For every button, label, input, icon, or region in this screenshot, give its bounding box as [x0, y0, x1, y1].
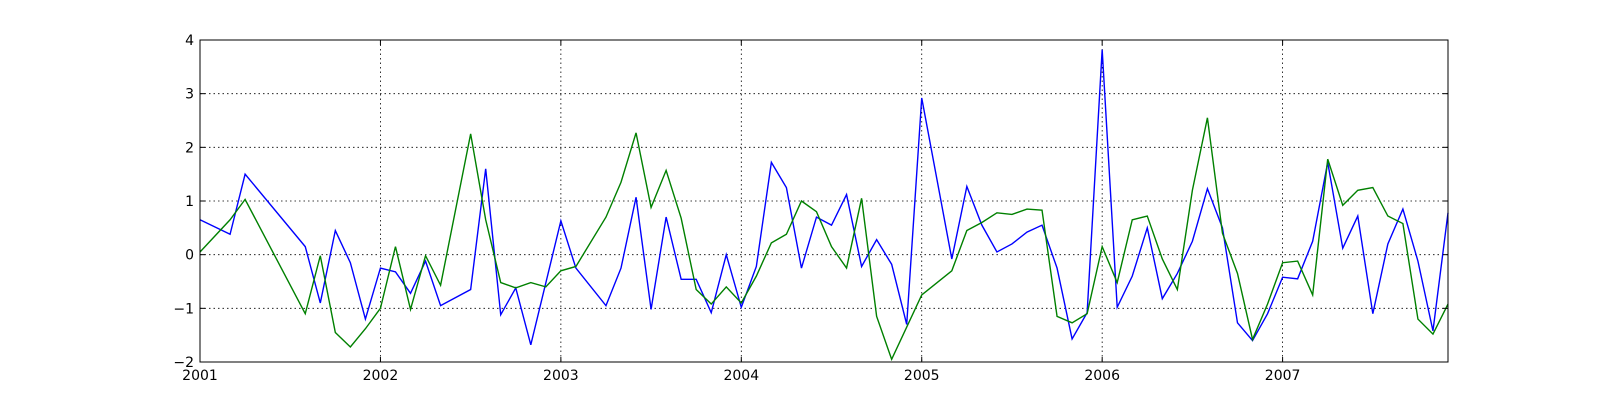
y-tick-label: 0: [185, 248, 194, 264]
y-tick-label: 1: [185, 194, 194, 210]
series-line-2: [199, 117, 1449, 362]
y-tick-label: 4: [185, 33, 194, 49]
x-tick-label: 2006: [1084, 368, 1120, 384]
series-lines: [199, 49, 1449, 362]
x-tick-label: 2003: [543, 368, 579, 384]
y-tick-label: −2: [173, 355, 194, 371]
y-tick-label: 3: [185, 87, 194, 103]
axis-ticks: [199, 39, 1448, 363]
plot-background: [200, 40, 1448, 362]
y-tick-label: −1: [173, 301, 194, 317]
x-tick-label: 2001: [182, 368, 218, 384]
y-tick-label: 2: [185, 140, 194, 156]
x-tick-label: 2002: [363, 368, 399, 384]
x-tick-label: 2007: [1265, 368, 1301, 384]
x-tick-label: 2005: [904, 368, 940, 384]
tick-labels: 2001 2002 2003 2004 2005 2006 2007 4 3 2 1 0 −1 −2: [173, 33, 1300, 384]
x-tick-label: 2004: [723, 368, 759, 384]
